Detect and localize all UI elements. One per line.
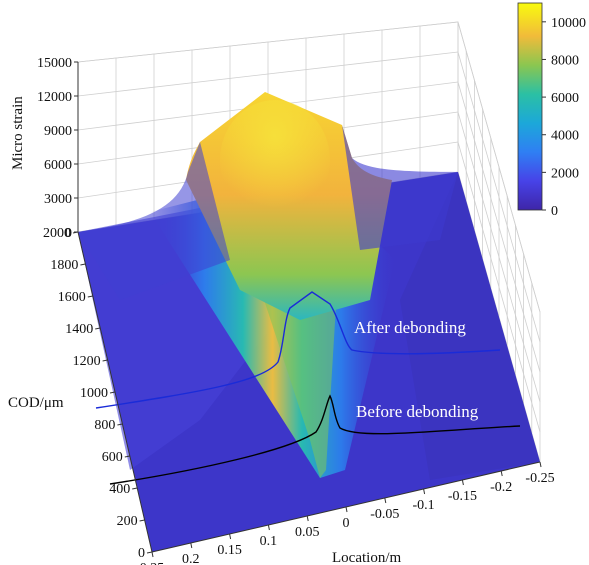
x-tick-mark: [267, 524, 270, 531]
x-tick-label: 0.05: [295, 525, 320, 540]
y-tick-label: 2000: [43, 226, 71, 241]
x-tick-mark: [539, 461, 542, 468]
curve-after-debonding: [95, 291, 501, 409]
y-tick-mark: [95, 327, 101, 330]
x-tick-mark: [151, 551, 154, 558]
x-tick-mark: [306, 515, 309, 522]
y-tick-mark: [124, 455, 130, 458]
x-tick-label: 0.1: [260, 534, 278, 549]
y-tick-label: 800: [94, 418, 115, 433]
x-tick-label: 0: [343, 516, 350, 531]
x-tick-mark: [423, 488, 426, 495]
y-tick-label: 1200: [73, 354, 101, 369]
z-tick-label: 0: [65, 226, 72, 241]
z-tick-label: 15000: [37, 56, 72, 71]
colorbar-tick-label: 10000: [551, 16, 586, 31]
y-tick-mark: [102, 359, 108, 362]
y-tick-label: 400: [109, 482, 130, 497]
x-tick-mark: [190, 542, 193, 549]
z-axis-label: Micro strain: [10, 96, 26, 170]
colorbar-tick-label: 6000: [551, 91, 579, 106]
y-tick-label: 1600: [58, 290, 86, 305]
y-tick-mark: [87, 295, 93, 298]
curve-before-debonding: [109, 394, 521, 485]
z-tick-label: 3000: [44, 192, 72, 207]
x-tick-label: -0.15: [448, 489, 477, 504]
x-tick-mark: [384, 497, 387, 504]
y-tick-mark: [132, 487, 138, 490]
x-tick-mark: [461, 479, 464, 486]
y-tick-label: 600: [102, 450, 123, 465]
x-tick-label: -0.25: [525, 471, 554, 486]
y-tick-label: 0: [138, 546, 145, 561]
x-tick-label: 0.2: [182, 552, 200, 565]
colorbar-ticks: 0 2000 4000 6000 8000 10000: [542, 16, 586, 219]
x-tick-mark: [229, 533, 232, 540]
y-tick-mark: [109, 391, 116, 394]
y-tick-label: 200: [117, 514, 138, 529]
z-tick-label: 12000: [37, 90, 72, 105]
colorbar: 0 2000 4000 6000 8000 10000: [517, 2, 586, 219]
y-tick-label: 1800: [50, 258, 78, 273]
colorbar-gradient: [517, 2, 543, 211]
colorbar-tick-label: 4000: [551, 129, 579, 144]
colorbar-tick-label: 8000: [551, 53, 579, 68]
x-tick-label: 0.25: [140, 561, 165, 565]
label-after-debonding: After debonding: [354, 318, 466, 337]
y-tick-mark: [72, 231, 79, 234]
y-axis-label: COD/μm: [8, 395, 64, 411]
surface-peak-glow: [220, 100, 330, 220]
y-tick-mark: [139, 519, 145, 522]
y-tick-mark: [117, 423, 123, 426]
z-tick-label: 9000: [44, 124, 72, 139]
y-axis-ticks: 0 200 400 600 800 1000 1200 1400 1600 1800 2000: [43, 226, 153, 561]
y-tick-label: 1000: [80, 386, 108, 401]
x-axis-ticks: 0.25 0.2 0.15 0.1 0.05 0 -0.05 -0.1 -0.15 -0.2 -0.…: [140, 461, 555, 565]
surface-peak-right-skirt: [342, 125, 458, 250]
x-tick-label: 0.15: [217, 543, 242, 558]
x-tick-label: -0.2: [490, 480, 512, 495]
x-tick-mark: [345, 506, 348, 513]
y-tick-mark: [146, 551, 153, 554]
section-curves: After debonding Before debonding: [95, 291, 521, 485]
y-tick-label: 1400: [65, 322, 93, 337]
x-tick-label: -0.05: [370, 507, 399, 522]
surface-front-shade: [400, 172, 540, 480]
surface-peak-left-skirt: [78, 142, 230, 300]
colorbar-tick-label: 2000: [551, 166, 579, 181]
y-tick-mark: [80, 263, 86, 266]
label-before-debonding: Before debonding: [356, 402, 479, 421]
z-tick-label: 6000: [44, 158, 72, 173]
x-tick-label: -0.1: [413, 498, 435, 513]
x-tick-mark: [500, 470, 503, 477]
z-axis-ticks: 0 3000 6000 9000 12000 15000: [37, 56, 78, 241]
colorbar-tick-label: 0: [551, 204, 558, 219]
surface: [78, 92, 540, 552]
x-axis-label: Location/m: [332, 550, 401, 565]
